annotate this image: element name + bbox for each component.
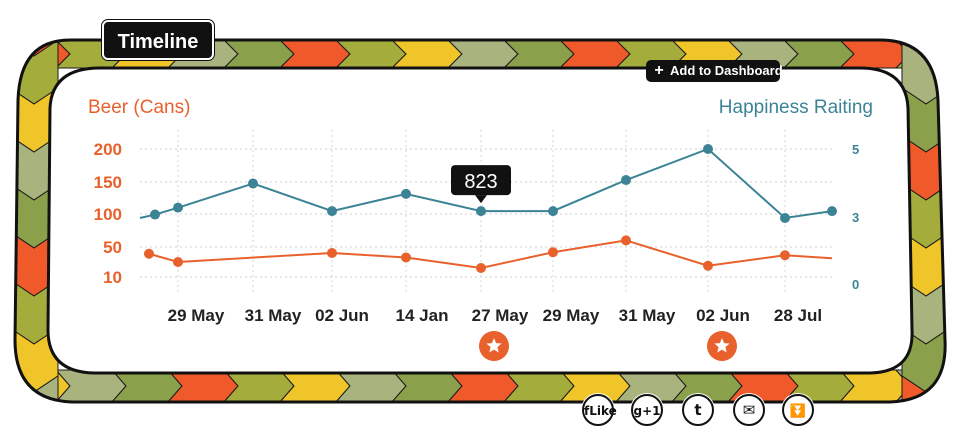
data-point-beer[interactable] — [780, 250, 790, 261]
x-tick-label: 31 May — [619, 306, 676, 325]
tooltip-box — [451, 165, 511, 196]
x-tick-label: 02 Jun — [315, 306, 369, 325]
y-right-tick-label: 3 — [852, 210, 859, 225]
data-point-beer[interactable] — [621, 235, 631, 246]
y-left-tick-label: 200 — [94, 140, 122, 159]
data-point-beer[interactable] — [144, 248, 154, 259]
twitter-button[interactable]: t — [682, 394, 714, 426]
google-plus-button[interactable]: g+1 — [631, 394, 663, 426]
y-left-tick-label: 150 — [94, 173, 122, 192]
x-tick-label: 27 May — [472, 306, 529, 325]
data-point-happiness[interactable] — [548, 206, 558, 217]
y-left-tick-label: 100 — [94, 205, 122, 224]
x-tick-label: 29 May — [168, 306, 225, 325]
data-point-beer[interactable] — [703, 260, 713, 271]
x-tick-label: 14 Jan — [396, 306, 449, 325]
tooltip-value: 823 — [464, 171, 497, 193]
x-tick-label: 28 Jul — [774, 306, 822, 325]
x-tick-label: 29 May — [543, 306, 600, 325]
data-point-beer[interactable] — [173, 257, 183, 267]
data-point-beer[interactable] — [476, 263, 486, 273]
data-point-happiness[interactable] — [401, 188, 411, 199]
star-icon — [486, 338, 502, 353]
plus-icon: + — [654, 62, 664, 79]
facebook-like-button[interactable]: fLike — [582, 394, 617, 426]
y-right-tick-label: 0 — [852, 277, 859, 292]
data-point-beer[interactable] — [548, 247, 558, 258]
data-point-happiness[interactable] — [780, 213, 790, 223]
data-point-happiness[interactable] — [827, 206, 837, 217]
data-point-beer[interactable] — [401, 252, 411, 263]
timeline-tab[interactable]: Timeline — [102, 20, 214, 60]
double-chevron-down-icon: ⏬ — [789, 404, 807, 419]
data-point-happiness[interactable] — [150, 209, 160, 220]
data-point-happiness[interactable] — [248, 178, 258, 189]
y-left-tick-label: 10 — [103, 268, 122, 287]
data-point-beer[interactable] — [327, 248, 337, 258]
star-icon — [714, 338, 730, 353]
google-plus-icon: g+1 — [633, 404, 661, 418]
data-point-happiness[interactable] — [327, 206, 337, 217]
y-left-axis-title: Beer (Cans) — [88, 97, 190, 118]
email-button[interactable]: ✉ — [733, 394, 765, 426]
twitter-icon: t — [694, 401, 702, 419]
data-point-happiness[interactable] — [703, 144, 713, 154]
add-to-dashboard-button[interactable]: + Add to Dashboard — [646, 60, 783, 82]
tooltip-pointer — [475, 195, 487, 204]
y-right-axis-title: Happiness Raiting — [719, 97, 873, 118]
data-point-happiness[interactable] — [621, 175, 631, 186]
series-line-beer — [148, 239, 833, 270]
add-to-dashboard-label: Add to Dashboard — [670, 63, 783, 78]
x-tick-label: 31 May — [245, 306, 302, 325]
email-icon: ✉ — [742, 401, 756, 419]
x-tick-label: 02 Jun — [696, 306, 750, 325]
data-point-happiness[interactable] — [476, 206, 486, 217]
data-point-happiness[interactable] — [173, 202, 183, 213]
y-right-tick-label: 5 — [852, 142, 859, 157]
facebook-icon: fLike — [584, 404, 617, 418]
more-button[interactable]: ⏬ — [782, 394, 814, 426]
y-left-tick-label: 50 — [103, 238, 122, 257]
